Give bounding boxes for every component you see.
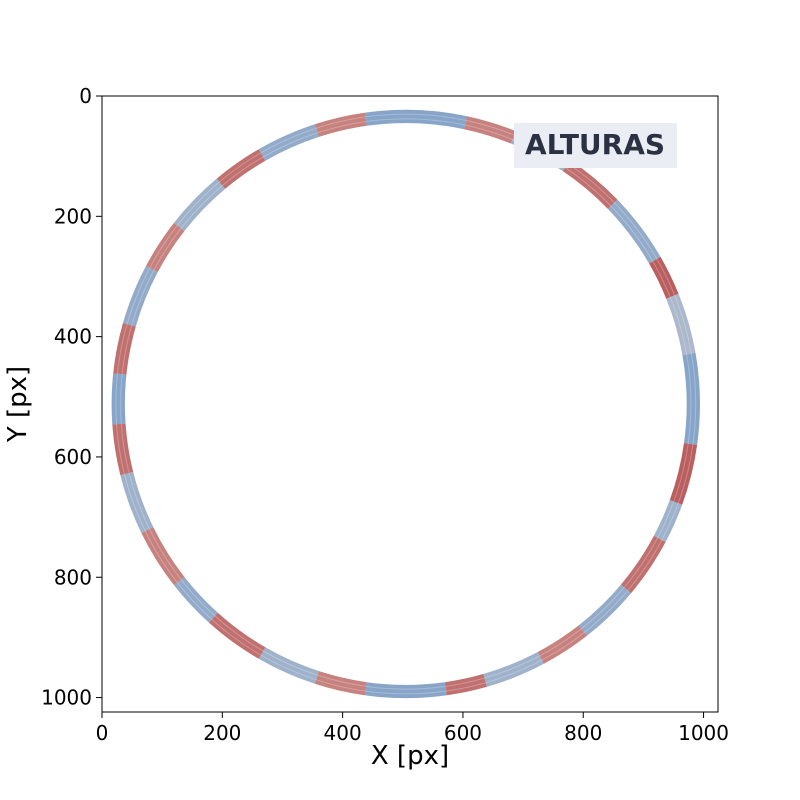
ring-segment-10 xyxy=(258,647,320,684)
y-axis-label: Y [px] xyxy=(3,366,33,443)
y-tick-label: 800 xyxy=(54,565,92,589)
ring-contour-0 xyxy=(120,118,692,690)
ring-segment-3 xyxy=(620,535,666,594)
ring-segment-0 xyxy=(682,352,700,445)
ring-segment-28 xyxy=(607,199,661,264)
x-axis-label: X [px] xyxy=(371,741,449,771)
ring-segment-22 xyxy=(258,124,320,161)
ring-contour-1 xyxy=(115,113,697,695)
alturas-badge: ALTURAS xyxy=(514,123,677,168)
x-axis-ticks: 0 200 400 600 800 1000 xyxy=(96,712,729,745)
ring-segment-12 xyxy=(173,576,218,623)
x-tick-label: 800 xyxy=(564,721,602,745)
y-tick-label: 400 xyxy=(54,325,92,349)
y-tick-label: 0 xyxy=(79,84,92,108)
ring-segment-20 xyxy=(173,178,226,232)
ring-segment-19 xyxy=(146,222,185,273)
ring-segment-13 xyxy=(141,527,185,586)
ring-segment-23 xyxy=(314,112,367,137)
badge-background xyxy=(514,123,677,168)
ring-segment-6 xyxy=(483,652,544,687)
badge-label: ALTURAS xyxy=(525,128,665,161)
ring-segment-15 xyxy=(112,423,134,476)
plot-frame xyxy=(101,95,719,713)
ring-segment-30 xyxy=(666,293,696,356)
ring-segment-11 xyxy=(208,612,266,659)
ring-segment-1 xyxy=(669,443,698,505)
x-tick-label: 400 xyxy=(324,721,362,745)
y-tick-label: 1000 xyxy=(41,686,92,710)
ring-segment-25 xyxy=(464,116,516,144)
ring-segment-24 xyxy=(364,109,467,130)
x-tick-label: 1000 xyxy=(678,721,729,745)
ring-segment-4 xyxy=(578,584,632,636)
ring-segment-17 xyxy=(113,322,136,375)
ring-layer xyxy=(111,109,700,699)
ring-segment-29 xyxy=(649,256,679,299)
ring-segment-8 xyxy=(364,682,447,699)
ring-segment-7 xyxy=(444,674,487,696)
y-tick-label: 600 xyxy=(54,445,92,469)
x-tick-label: 0 xyxy=(96,721,109,745)
ring-segment-2 xyxy=(653,500,683,543)
ring-segment-21 xyxy=(216,149,266,189)
y-axis-ticks: 0 200 400 600 800 1000 xyxy=(41,84,102,710)
ring-segment-5 xyxy=(537,625,587,664)
ring-segment-27 xyxy=(562,160,618,209)
x-tick-label: 600 xyxy=(444,721,482,745)
ring-segment-9 xyxy=(314,671,367,696)
x-tick-label: 200 xyxy=(203,721,241,745)
ring-segment-14 xyxy=(120,471,154,533)
ring-segment-18 xyxy=(123,265,158,327)
ring-segment-16 xyxy=(111,373,127,425)
y-tick-label: 200 xyxy=(54,204,92,228)
